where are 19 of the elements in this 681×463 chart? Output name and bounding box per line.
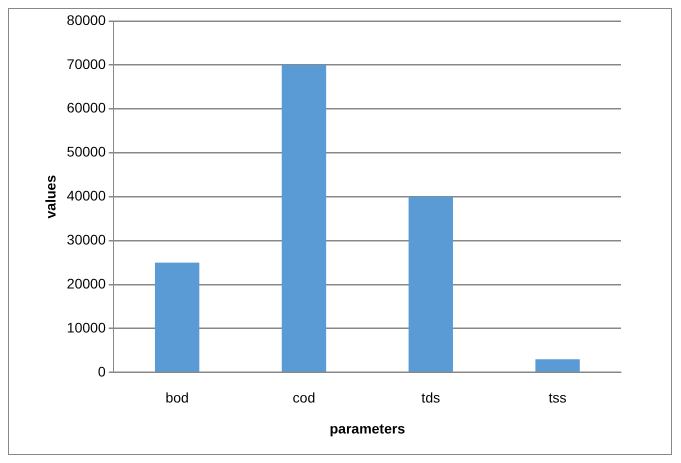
bar bbox=[535, 359, 580, 372]
x-axis-title: parameters bbox=[330, 420, 406, 436]
y-tick-label: 50000 bbox=[66, 144, 106, 160]
y-tick-label: 40000 bbox=[66, 188, 106, 204]
x-tick-label: bod bbox=[165, 390, 189, 406]
y-axis-title: values bbox=[42, 174, 58, 218]
y-tick-label: 70000 bbox=[66, 56, 106, 72]
bar bbox=[154, 262, 200, 372]
bar bbox=[408, 196, 453, 372]
x-tick-label: tss bbox=[548, 390, 567, 406]
bar bbox=[282, 64, 326, 372]
x-tick-label: cod bbox=[292, 390, 316, 406]
y-tick-label: 20000 bbox=[66, 275, 106, 292]
y-tick-label: 30000 bbox=[66, 231, 106, 248]
y-tick-label: 60000 bbox=[66, 100, 106, 116]
x-tick-label: tds bbox=[421, 390, 440, 406]
y-tick-label: 10000 bbox=[66, 319, 106, 336]
y-tick-label: 80000 bbox=[66, 12, 106, 28]
y-tick-label: 0 bbox=[98, 363, 106, 380]
